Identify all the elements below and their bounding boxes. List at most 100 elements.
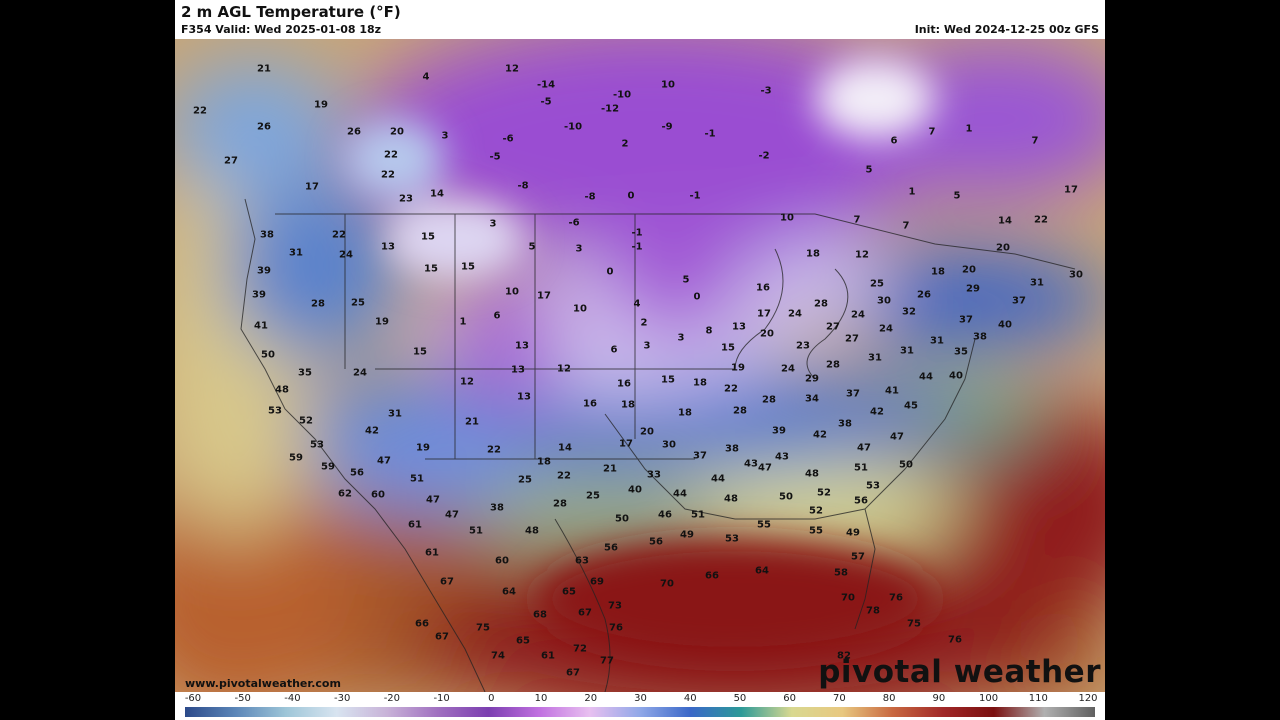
temperature-label: 35 [954, 346, 968, 358]
temperature-map[interactable]: 21 22 19 26 26 20 27 22 22 17 23 14 4 3 12 -14 -10 10 -5 -1… [175, 39, 1105, 692]
temperature-label: 47 [426, 494, 440, 506]
temperature-label: 21 [603, 463, 617, 475]
colorbar-tick: 40 [683, 693, 697, 704]
temperature-label: 51 [854, 462, 868, 474]
temperature-label: -3 [760, 85, 772, 97]
temperature-label: 50 [899, 459, 913, 471]
temperature-label: 15 [661, 374, 675, 386]
map-panel: 2 m AGL Temperature (°F) F354 Valid: Wed… [175, 0, 1105, 720]
temperature-label: 12 [855, 249, 869, 261]
temperature-label: 13 [517, 391, 531, 403]
temperature-label: 37 [846, 388, 860, 400]
temperature-label: 62 [338, 488, 352, 500]
temperature-label: 22 [487, 444, 501, 456]
temperature-label: 50 [615, 513, 629, 525]
forecast-valid-time: F354 Valid: Wed 2025-01-08 18z [181, 23, 382, 36]
temperature-label: 6 [890, 135, 898, 147]
temperature-label: -5 [540, 96, 552, 108]
temperature-label: 13 [381, 241, 395, 253]
temperature-label: 39 [772, 425, 786, 437]
temperature-label: 19 [314, 99, 328, 111]
temperature-label: 19 [375, 316, 389, 328]
website-credit: www.pivotalweather.com [185, 677, 341, 690]
temperature-label: 53 [866, 480, 880, 492]
temperature-label: 31 [289, 247, 303, 259]
temperature-label: 61 [408, 519, 422, 531]
temperature-label: 56 [350, 467, 364, 479]
temperature-label: 28 [311, 298, 325, 310]
temperature-label: 1 [908, 186, 916, 198]
temperature-label: 65 [516, 635, 530, 647]
temperature-label: 67 [566, 667, 580, 679]
temperature-label: 46 [658, 509, 672, 521]
temperature-label: 13 [732, 321, 746, 333]
temperature-label: -8 [517, 180, 529, 192]
temperature-label: 42 [870, 406, 884, 418]
temperature-label: 15 [413, 346, 427, 358]
temperature-label: 27 [224, 155, 238, 167]
temperature-label: 37 [959, 314, 973, 326]
temperature-label: 45 [904, 400, 918, 412]
temperature-label: 26 [917, 289, 931, 301]
temperature-label: 7 [1031, 135, 1039, 147]
temperature-label: 58 [834, 567, 848, 579]
temperature-label: 24 [879, 323, 893, 335]
colorbar-tick: 0 [488, 693, 495, 704]
temperature-label: -8 [584, 191, 596, 203]
temperature-label: 63 [575, 555, 589, 567]
temperature-label: 14 [998, 215, 1012, 227]
temperature-label: -14 [536, 79, 556, 91]
colorbar-tick: 70 [833, 693, 846, 704]
temperature-label: 48 [805, 468, 819, 480]
temperature-label: 64 [755, 565, 769, 577]
temperature-label: 12 [460, 376, 474, 388]
temperature-label: 20 [760, 328, 774, 340]
temperature-label: 57 [851, 551, 865, 563]
temperature-label: 0 [693, 291, 701, 303]
temperature-label: 53 [725, 533, 739, 545]
temperature-label: 61 [541, 650, 555, 662]
temperature-label: -6 [502, 133, 514, 145]
colorbar-tick: 10 [534, 693, 548, 704]
temperature-label: 76 [889, 592, 903, 604]
temperature-label: 56 [649, 536, 663, 548]
temperature-label: 13 [511, 364, 525, 376]
temperature-label: 19 [416, 442, 430, 454]
temperature-label: 31 [930, 335, 944, 347]
temperature-label: 37 [693, 450, 707, 462]
temperature-label: 28 [553, 498, 567, 510]
model-init-time: Init: Wed 2024-12-25 00z GFS [914, 23, 1099, 36]
temperature-label: 25 [351, 297, 365, 309]
temperature-field [175, 39, 1105, 692]
temperature-label: 5 [865, 164, 873, 176]
temperature-label: 3 [441, 130, 449, 142]
temperature-label: 38 [260, 229, 274, 241]
temperature-label: 27 [845, 333, 859, 345]
temperature-label: -10 [563, 121, 583, 133]
temperature-label: 68 [533, 609, 547, 621]
temperature-label: 31 [900, 345, 914, 357]
temperature-label: 20 [996, 242, 1010, 254]
temperature-label: 67 [440, 576, 454, 588]
temperature-label: 30 [1069, 269, 1083, 281]
colorbar-tick: -10 [433, 693, 450, 704]
temperature-label: 2 [621, 138, 629, 150]
temperature-label: 1 [459, 316, 467, 328]
temperature-label: -1 [631, 227, 643, 239]
temperature-label: 18 [806, 248, 820, 260]
temperature-label: 55 [809, 525, 823, 537]
colorbar-tick-labels: -60 -50 -40 -30 -20 -10 0 10 20 30 40 50 60 70 80 90 100… [175, 693, 1105, 705]
temperature-label: 66 [705, 570, 719, 582]
colorbar-tick: 120 [1078, 693, 1098, 704]
temperature-label: 14 [430, 188, 444, 200]
temperature-label: 6 [493, 310, 501, 322]
temperature-label: 50 [261, 349, 275, 361]
temperature-label: 35 [298, 367, 312, 379]
temperature-label: -1 [631, 241, 643, 253]
temperature-label: 48 [525, 525, 539, 537]
temperature-label: -6 [568, 217, 580, 229]
temperature-label: 17 [619, 438, 633, 450]
temperature-label: 18 [537, 456, 551, 468]
temperature-label: 10 [505, 286, 519, 298]
temperature-label: 5 [528, 241, 536, 253]
